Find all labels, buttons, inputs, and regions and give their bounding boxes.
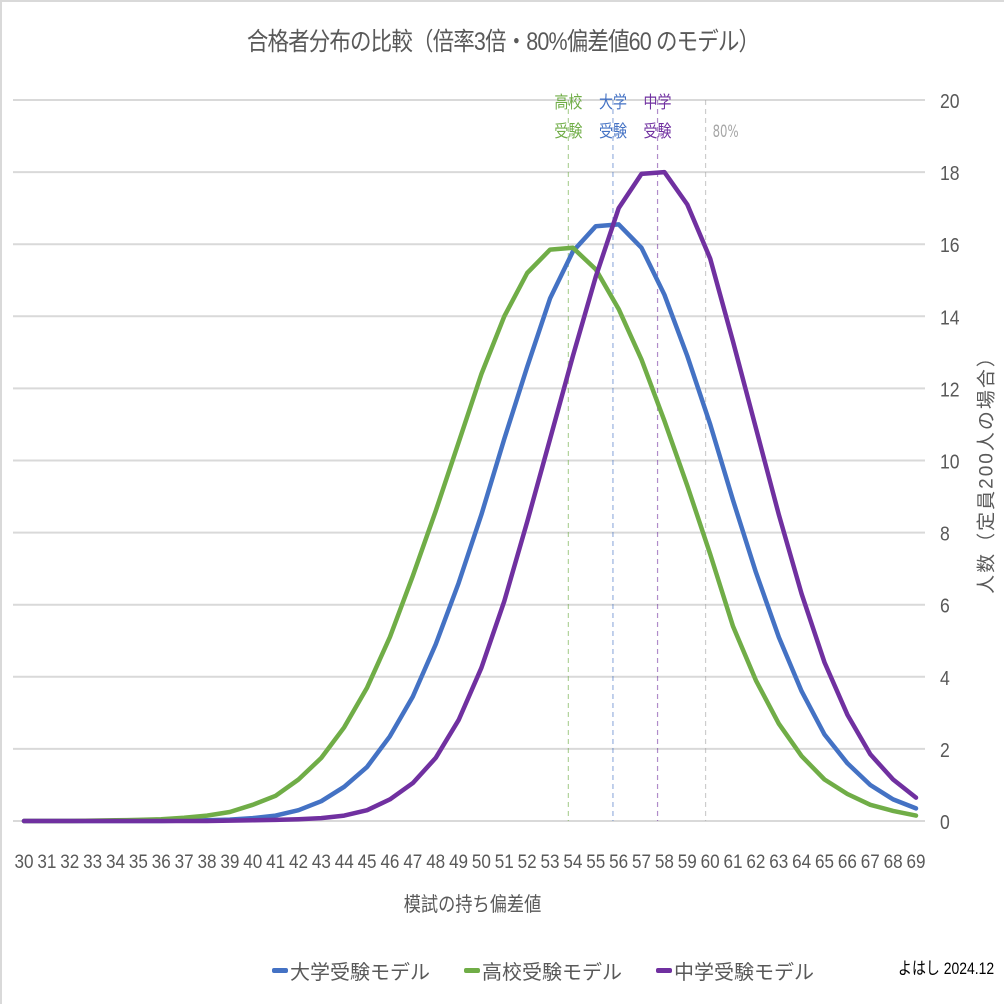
x-tick-label: 41 <box>266 852 285 873</box>
y-tick-label: 10 <box>940 450 960 472</box>
x-tick-label: 49 <box>449 852 468 873</box>
x-tick-label: 47 <box>403 852 422 873</box>
x-tick-label: 50 <box>472 852 491 873</box>
annotation-label: 大学 <box>599 93 627 113</box>
legend-label: 大学受験モデル <box>290 962 430 984</box>
y-tick-label: 20 <box>940 90 960 112</box>
x-tick-label: 52 <box>518 852 537 873</box>
y-tick-label: 14 <box>940 306 960 328</box>
x-tick-label: 62 <box>746 852 765 873</box>
x-tick-label: 38 <box>197 852 216 873</box>
annotation-label: 中学 <box>644 93 672 113</box>
legend-swatch-icon <box>464 968 480 973</box>
x-tick-label: 48 <box>426 852 445 873</box>
y-axis-title: 人数（定員200人の場合） <box>976 346 998 594</box>
y-tick-label: 6 <box>940 595 950 617</box>
annotation-label: 高校 <box>554 93 582 113</box>
x-tick-label: 39 <box>220 852 239 873</box>
x-tick-label: 43 <box>312 852 331 873</box>
chart-title: 合格者分布の比較（倍率3倍・80%偏差値60 のモデル） <box>246 28 760 56</box>
x-axis-title: 模試の持ち偏差値 <box>403 894 542 916</box>
legend-item-highschool[interactable]: 高校受験モデル <box>464 956 622 985</box>
series-line-1 <box>21 245 919 824</box>
y-tick-label: 8 <box>940 523 950 545</box>
x-tick-label: 37 <box>175 852 194 873</box>
x-tick-label: 55 <box>586 852 605 873</box>
y-tick-label: 12 <box>940 378 960 400</box>
x-tick-label: 59 <box>678 852 697 873</box>
x-tick-label: 65 <box>815 852 834 873</box>
y-tick-label: 16 <box>940 234 960 256</box>
x-tick-label: 58 <box>655 852 674 873</box>
x-tick-label: 42 <box>289 852 308 873</box>
x-tick-label: 67 <box>861 852 880 873</box>
y-tick-label: 0 <box>940 811 950 833</box>
y-tick-label: 18 <box>940 162 960 184</box>
x-tick-label: 35 <box>129 852 148 873</box>
x-tick-label: 68 <box>884 852 903 873</box>
x-tick-label: 61 <box>724 852 743 873</box>
x-tick-label: 57 <box>632 852 651 873</box>
x-tick-label: 69 <box>907 852 926 873</box>
x-tick-label: 46 <box>380 852 399 873</box>
x-tick-label: 32 <box>60 852 79 873</box>
x-tick-label: 66 <box>838 852 857 873</box>
x-tick-label: 31 <box>37 852 56 873</box>
legend-item-middleschool[interactable]: 中学受験モデル <box>656 956 814 985</box>
author-credit: よはし 2024.12 <box>898 959 995 978</box>
y-tick-labels: 0 2 4 6 8 10 12 14 16 18 20 <box>940 90 960 833</box>
x-tick-label: 34 <box>106 852 125 873</box>
gridlines <box>13 99 925 822</box>
x-tick-label: 30 <box>15 852 34 873</box>
series-line-2 <box>21 169 919 824</box>
x-tick-label: 51 <box>495 852 514 873</box>
legend-swatch-icon <box>272 968 288 973</box>
legend-swatch-icon <box>656 968 672 973</box>
annotation-label: 受験 <box>554 122 582 142</box>
annotation-label: 受験 <box>644 122 672 142</box>
legend: 大学受験モデル 高校受験モデル 中学受験モデル <box>272 956 814 985</box>
x-tick-label: 54 <box>563 852 582 873</box>
x-tick-label: 44 <box>335 852 354 873</box>
x-tick-label: 36 <box>152 852 171 873</box>
y-tick-label: 4 <box>940 667 950 689</box>
series-lines <box>21 169 919 824</box>
x-tick-label: 53 <box>541 852 560 873</box>
x-tick-label: 56 <box>609 852 628 873</box>
x-tick-label: 63 <box>769 852 788 873</box>
x-tick-label: 60 <box>701 852 720 873</box>
legend-label: 中学受験モデル <box>674 962 814 984</box>
y-tick-label: 2 <box>940 739 950 761</box>
annotation-label: 受験 <box>599 122 627 142</box>
annotation-label: 80% <box>713 122 739 142</box>
legend-item-university[interactable]: 大学受験モデル <box>272 956 430 985</box>
x-tick-label: 64 <box>792 852 811 873</box>
x-tick-label: 33 <box>83 852 102 873</box>
legend-label: 高校受験モデル <box>482 962 622 984</box>
x-tick-label: 45 <box>358 852 377 873</box>
x-tick-label: 40 <box>243 852 262 873</box>
x-tick-labels: 30 31 32 33 34 35 36 37 38 39 40 41 42 43 44 45 46 47 48 49… <box>15 852 926 873</box>
